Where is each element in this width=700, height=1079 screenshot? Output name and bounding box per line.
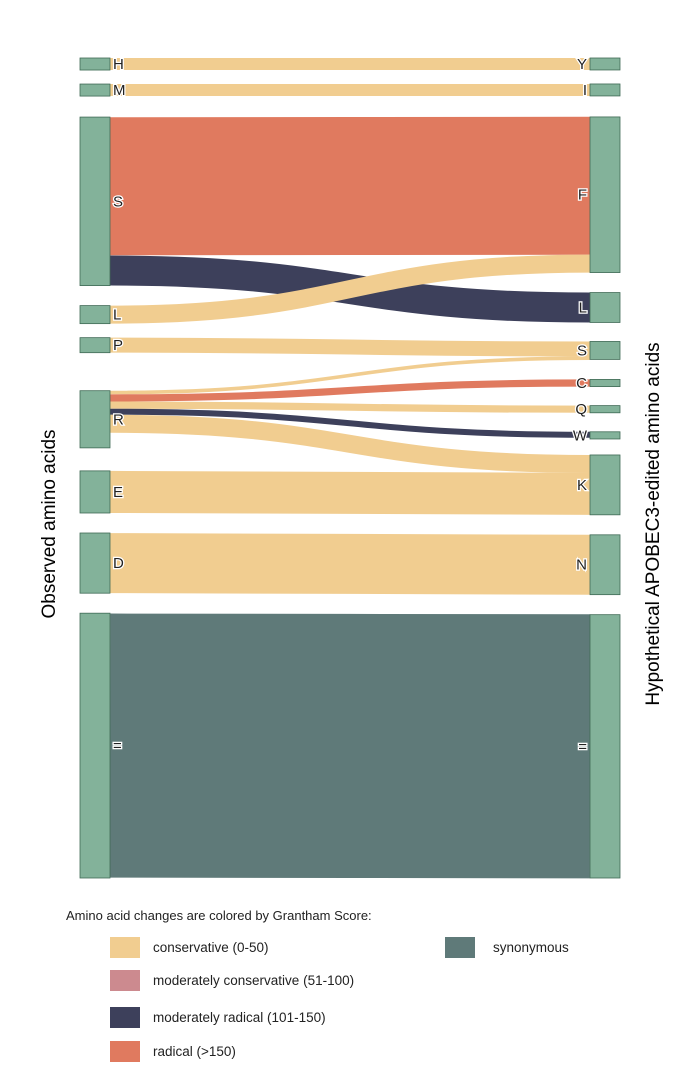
- link-E-to-K: [109, 470, 591, 515]
- legend-swatch-radical: [110, 1041, 140, 1062]
- left-node-label: M: [113, 82, 126, 99]
- right-node-label: C: [576, 375, 587, 392]
- link-S-to-F: [109, 116, 591, 256]
- legend-label-radical: radical (>150): [153, 1044, 236, 1059]
- right-node-synonymous: [589, 614, 621, 879]
- left-node-H: [79, 57, 111, 71]
- left-node-label: L: [113, 307, 121, 324]
- legend-swatch-synonymous: [445, 937, 475, 958]
- left-node-label: D: [113, 555, 124, 572]
- legend-swatch-moderately_conservative: [110, 970, 140, 991]
- right-node-label: S: [577, 342, 587, 359]
- right-node-Y: [589, 57, 621, 71]
- right-node-S: [589, 341, 621, 360]
- right-axis-label: Hypothetical APOBEC3-edited amino acids: [643, 342, 664, 705]
- right-node-Q: [589, 405, 621, 414]
- link-L-to-F: [109, 254, 591, 324]
- right-node-label: L: [579, 300, 587, 317]
- right-node-label: F: [578, 187, 587, 204]
- link-R-to-C: [109, 379, 591, 402]
- legend-label-moderately_conservative: moderately conservative (51-100): [153, 973, 354, 988]
- legend-label-moderately_radical: moderately radical (101-150): [153, 1010, 326, 1025]
- link-P-to-S: [109, 337, 591, 357]
- left-node-synonymous: [79, 612, 111, 879]
- right-node-W: [589, 431, 621, 440]
- right-node-F: [589, 116, 621, 273]
- legend-title: Amino acid changes are colored by Granth…: [66, 908, 372, 923]
- link-D-to-N: [109, 533, 591, 595]
- left-node-D: [79, 532, 111, 594]
- left-node-label: R: [113, 411, 124, 428]
- left-node-R: [79, 390, 111, 449]
- left-node-label: S: [113, 193, 123, 210]
- right-node-label: N: [576, 557, 587, 574]
- right-node-L: [589, 292, 621, 323]
- left-node-label: P: [113, 337, 123, 354]
- links-group: [109, 57, 591, 879]
- right-node-label: I: [583, 82, 587, 99]
- left-node-S: [79, 116, 111, 286]
- left-node-L: [79, 305, 111, 325]
- left-node-P: [79, 337, 111, 354]
- link-R-to-W: [109, 408, 591, 438]
- link-=-to-=: [109, 613, 591, 879]
- legend-label-synonymous: synonymous: [493, 940, 569, 955]
- link-R-to-S: [109, 356, 591, 395]
- legend-label-conservative: conservative (0-50): [153, 940, 269, 955]
- right-node-I: [589, 83, 621, 97]
- left-node-label: =: [113, 738, 122, 755]
- legend-swatch-moderately_radical: [110, 1007, 140, 1028]
- legend-swatch-conservative: [110, 937, 140, 958]
- link-R-to-K: [109, 414, 591, 473]
- link-R-to-Q: [109, 401, 591, 413]
- left-node-label: E: [113, 484, 123, 501]
- left-node-M: [79, 83, 111, 97]
- right-node-K: [589, 454, 621, 516]
- right-node-C: [589, 379, 621, 388]
- right-node-label: Y: [577, 56, 587, 73]
- right-node-label: Q: [575, 401, 587, 418]
- right-node-label: =: [578, 738, 587, 755]
- left-node-E: [79, 470, 111, 514]
- left-axis-label: Observed amino acids: [39, 429, 60, 618]
- left-node-label: H: [113, 56, 124, 73]
- right-node-label: K: [577, 477, 587, 494]
- right-node-label: W: [573, 427, 588, 444]
- legend: conservative (0-50) moderately conservati…: [110, 937, 569, 1062]
- right-node-N: [589, 534, 621, 596]
